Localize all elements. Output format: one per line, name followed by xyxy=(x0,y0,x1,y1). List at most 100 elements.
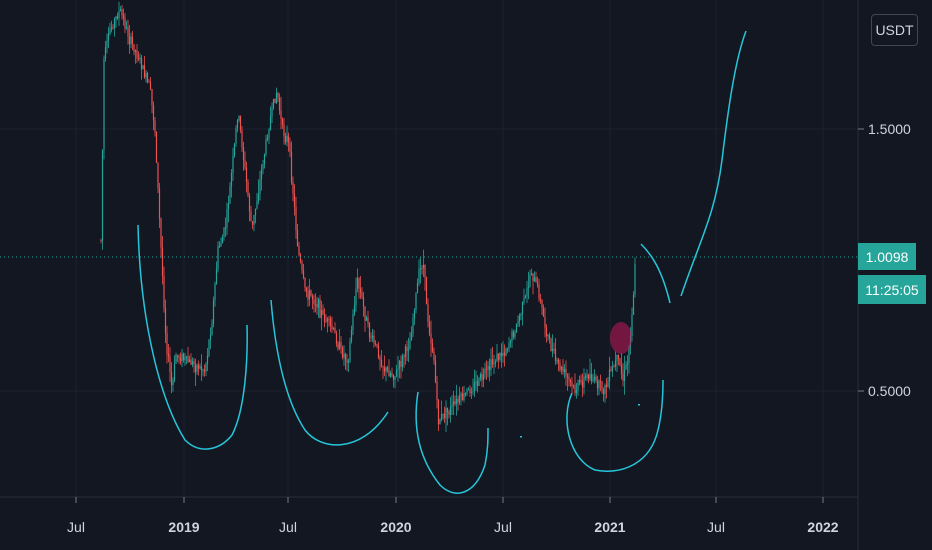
candle-body xyxy=(344,354,347,360)
candle-body xyxy=(128,36,131,45)
candle-body xyxy=(362,296,365,307)
candle-body xyxy=(163,275,165,309)
candle-body xyxy=(533,277,536,282)
candle-body xyxy=(326,318,329,322)
candle-body xyxy=(325,321,327,323)
candle-body xyxy=(374,343,377,345)
candle-body xyxy=(262,164,264,170)
candle-body xyxy=(559,363,561,370)
candle-body xyxy=(412,317,414,334)
candle-body xyxy=(151,88,153,106)
candle-body xyxy=(589,374,591,379)
candle-body xyxy=(257,194,260,201)
candle-body xyxy=(389,373,392,377)
candle-body xyxy=(595,376,597,381)
candle-body xyxy=(469,389,471,393)
candle-body xyxy=(437,400,440,425)
candle-body xyxy=(502,352,504,356)
candle-body xyxy=(353,305,356,315)
candle-body xyxy=(260,169,263,179)
candle-body xyxy=(106,40,108,48)
candle-body xyxy=(554,349,557,361)
candle-body xyxy=(268,129,270,138)
candle-body xyxy=(482,374,485,381)
stray-dot xyxy=(520,436,522,438)
highlight-circle-marker xyxy=(610,322,632,354)
candle-body xyxy=(311,295,314,300)
candle-body xyxy=(530,273,533,275)
candle-body xyxy=(505,349,507,356)
candle-body xyxy=(619,358,621,366)
last-price-badge: 1.0098 xyxy=(858,243,916,270)
candle-body xyxy=(304,277,306,288)
candle-body xyxy=(484,368,486,375)
candle-body xyxy=(182,353,185,361)
candle-body xyxy=(616,354,618,361)
candle-body xyxy=(557,360,560,364)
candle-body xyxy=(230,172,233,186)
candle-body xyxy=(614,360,617,367)
candle-body xyxy=(475,381,477,383)
candle-body xyxy=(538,284,540,299)
candle-body xyxy=(197,364,200,369)
candle-body xyxy=(191,361,194,365)
candle-body xyxy=(553,349,555,351)
candle-body xyxy=(545,327,548,337)
candle-body xyxy=(536,282,539,285)
candle-body xyxy=(355,288,357,306)
candle-body xyxy=(628,346,630,363)
candle-body xyxy=(572,385,575,387)
candle-body xyxy=(115,16,117,20)
candle-body xyxy=(178,356,180,358)
candle-body xyxy=(481,374,483,381)
candle-body xyxy=(112,27,114,29)
candle-body xyxy=(395,370,398,377)
candle-body xyxy=(211,323,213,335)
candle-body xyxy=(239,116,242,131)
candle-body xyxy=(478,378,480,386)
candle-body xyxy=(605,385,608,388)
candle-body xyxy=(548,335,551,339)
candle-body xyxy=(104,47,107,59)
currency-button[interactable]: USDT xyxy=(871,14,918,46)
candle-body xyxy=(578,380,581,383)
candle-body xyxy=(196,364,198,372)
candle-body xyxy=(422,264,425,268)
candle-body xyxy=(598,380,600,389)
price-tick-label-2: 0.5000 xyxy=(868,383,911,399)
candle-body xyxy=(566,375,569,377)
candle-body xyxy=(347,361,350,363)
candle-body xyxy=(359,288,362,293)
candle-body xyxy=(131,36,134,45)
candle-body xyxy=(319,299,321,318)
candle-body xyxy=(427,304,429,323)
cup-arc-drawing xyxy=(566,379,664,472)
candle-body xyxy=(296,230,299,247)
candle-body xyxy=(299,255,302,262)
candle-body xyxy=(323,313,326,322)
candle-body xyxy=(439,419,441,425)
candle-body xyxy=(532,273,534,282)
candle-body xyxy=(433,351,435,361)
candle-body xyxy=(380,359,383,367)
candle-body xyxy=(272,98,275,108)
candle-body xyxy=(316,303,318,308)
candle-body xyxy=(292,181,294,194)
candle-body xyxy=(401,355,404,367)
candle-body xyxy=(556,360,558,362)
candle-body xyxy=(224,227,227,229)
price-tick-1: 1.5000 xyxy=(858,121,911,137)
candle-body xyxy=(425,277,428,305)
candle-body xyxy=(523,297,525,303)
candle-body xyxy=(491,359,494,365)
candle-body xyxy=(407,349,410,351)
candle-body xyxy=(140,57,143,70)
candle-body xyxy=(623,369,626,381)
candle-body xyxy=(613,366,615,368)
candle-body xyxy=(397,368,399,371)
candle-body xyxy=(175,355,177,364)
candle-body xyxy=(508,342,510,350)
candle-body xyxy=(565,369,567,376)
candle-body xyxy=(169,356,171,372)
candle-body xyxy=(317,299,320,308)
